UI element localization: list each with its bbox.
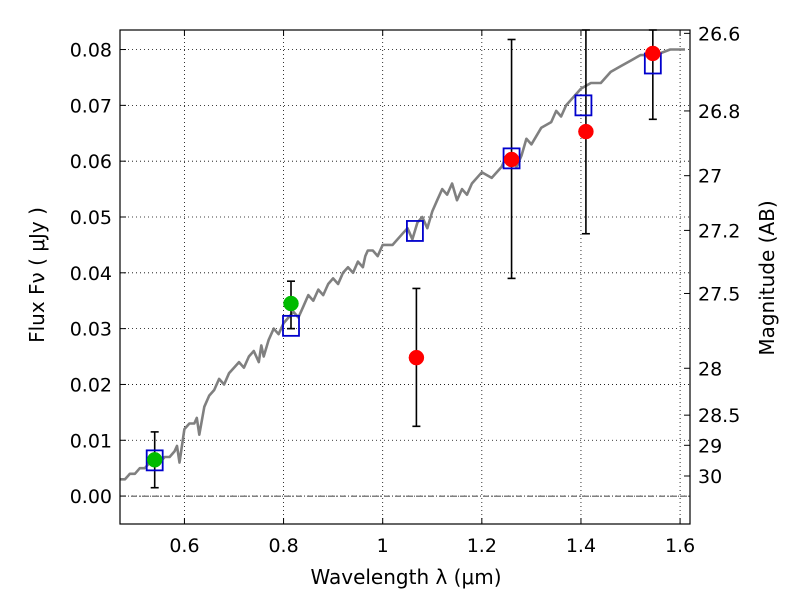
y2-tick-label: 26.8: [698, 101, 740, 123]
x-axis-label: Wavelength λ (μm): [310, 565, 501, 589]
y-tick-label: 0.03: [70, 319, 112, 341]
y2-tick-labels: 26.6 26.8 27 27.2 27.5 28 28.5 29 30: [698, 23, 740, 488]
y2-tick-label: 26.6: [698, 23, 740, 45]
observed-flux-point: [578, 123, 594, 140]
y-tick-labels: 0.00 0.01 0.02 0.03 0.04 0.05 0.06 0.07 0.08: [70, 40, 112, 509]
x-tick-label: 0.6: [169, 535, 199, 557]
y-tick-label: 0.01: [70, 430, 112, 452]
y2-tick-label: 27.2: [698, 220, 740, 242]
y2-tick-label: 29: [698, 435, 722, 457]
observed-flux-point: [503, 151, 520, 168]
model-photometry-square: [145, 449, 164, 472]
y-tick-label: 0.07: [70, 95, 112, 117]
y2-tick-label: 30: [698, 466, 722, 488]
data-markers: [145, 45, 662, 472]
y-tick-label: 0.06: [70, 151, 112, 173]
x-tick-label: 1.2: [467, 535, 497, 557]
observed-flux-point: [645, 45, 661, 62]
x-tick-label: 0.8: [268, 535, 298, 557]
x-tick-labels: 0.6 0.8 1 1.2 1.4 1.6: [169, 535, 695, 557]
y-tick-label: 0.08: [70, 40, 112, 62]
y2-tick-label: 28: [698, 358, 722, 380]
plot-frame: [119, 29, 691, 525]
y2-tick-label: 27: [698, 166, 722, 188]
grid: [120, 30, 690, 524]
axis-ticks: [120, 30, 690, 524]
x-tick-label: 1.6: [665, 535, 695, 557]
model-photometry-square: [502, 147, 521, 170]
y-tick-label: 0.02: [70, 374, 112, 396]
model-photometry-square: [574, 94, 593, 117]
model-photometry-square: [282, 314, 300, 337]
y-axis-label: Flux Fν ( μJy ): [25, 207, 49, 343]
model-photometry-square: [406, 220, 424, 242]
observed-flux-point: [283, 295, 299, 312]
y2-axis-label: Magnitude (AB): [755, 200, 779, 355]
y2-tick-label: 27.5: [698, 283, 740, 305]
y2-tick-label: 28.5: [698, 405, 740, 427]
y-tick-label: 0.00: [70, 486, 112, 508]
model-sed: [120, 48, 685, 481]
model-sed-line: [120, 48, 685, 481]
y-tick-label: 0.05: [70, 207, 112, 229]
observed-flux-point: [408, 349, 425, 366]
observed-flux-point: [146, 452, 163, 468]
y-tick-label: 0.04: [70, 263, 112, 285]
x-tick-label: 1.4: [566, 535, 596, 557]
x-tick-label: 1: [377, 535, 389, 557]
